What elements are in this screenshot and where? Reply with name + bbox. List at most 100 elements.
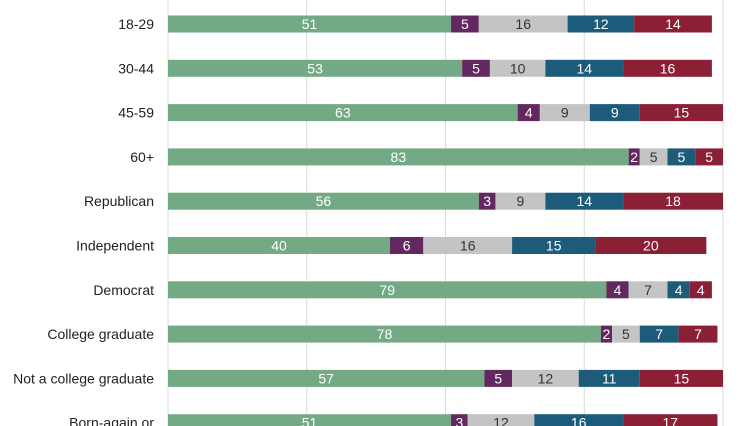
data-label: 2 [630,149,638,165]
data-label: 7 [694,326,702,342]
bar-segment [689,281,712,299]
bar-segment [517,104,540,122]
data-label: 12 [538,370,554,386]
category-label: Born-again or [69,415,154,426]
bar-segment [623,59,712,77]
bar-segment [695,148,723,166]
category-label: College graduate [47,326,154,342]
category-label: Republican [84,193,154,209]
data-label: 56 [316,193,332,209]
bar-segment [168,237,390,254]
data-label: 15 [546,238,562,254]
bar-segment [612,325,640,343]
bar-segment [623,192,723,210]
category-label: 30-44 [118,60,154,76]
data-label: 15 [674,370,690,386]
bar-segment [634,15,712,33]
data-label: 9 [561,105,569,121]
category-label: 45-59 [118,105,154,121]
data-label: 17 [662,415,678,426]
data-label: 40 [271,238,287,254]
bar-segment [595,237,707,254]
category-label: Democrat [93,282,154,298]
bar-segment [390,237,424,254]
bar-segment [168,281,607,299]
data-label: 4 [697,282,705,298]
bar-segment [667,148,696,166]
bar-segment [478,192,496,210]
bar-segment [606,281,629,299]
data-label: 7 [655,326,663,342]
category-label: Not a college graduate [13,370,154,386]
data-label: 14 [576,60,592,76]
bar-segment [578,369,640,387]
bar-segment [168,325,601,343]
bar-segment [462,59,490,77]
bar-segment [512,237,596,254]
data-label: 5 [472,60,480,76]
bar-segment [623,414,718,426]
bar-segment [168,59,463,77]
bar-segment [168,192,479,210]
data-label: 14 [576,193,592,209]
bar-segment [423,237,513,254]
bar-segment [639,148,668,166]
data-label: 79 [379,282,395,298]
data-label: 5 [622,326,630,342]
data-label: 20 [643,238,659,254]
category-labels: 18-29 30-44 45-59 60+ Republican Independent D… [13,16,154,426]
data-label: 5 [650,149,658,165]
category-label: 18-29 [118,16,154,32]
data-label: 3 [483,193,491,209]
bar-segment [589,104,640,122]
data-label: 16 [660,60,676,76]
data-label: 51 [302,16,318,32]
data-label: 3 [455,415,463,426]
bar-segment [639,104,723,122]
data-label: 5 [677,149,685,165]
bar-segment [639,325,679,343]
data-label: 12 [593,16,609,32]
data-label: 6 [403,238,411,254]
data-label: 4 [675,282,683,298]
data-label: 53 [307,60,323,76]
data-label: 10 [510,60,526,76]
data-label: 14 [665,16,681,32]
bar-segment [478,15,568,33]
bar-segment [534,414,624,426]
data-label: 11 [602,370,617,386]
bar-segment [545,192,624,210]
data-label: 83 [391,149,407,165]
bar-segment [451,414,468,426]
data-label: 57 [318,370,334,386]
bar-segment [489,59,546,77]
data-label: 2 [603,326,611,342]
bar-segment [567,15,635,33]
bar-segment [495,192,546,210]
bar-segment [168,104,518,122]
bar-segment [628,281,668,299]
data-label: 7 [644,282,652,298]
data-label: 16 [515,16,531,32]
bar-segment [168,369,485,387]
data-label: 63 [335,105,351,121]
data-label: 51 [302,415,318,426]
bar-segment [451,15,479,33]
bar-segment [168,15,452,33]
data-label: 78 [377,326,393,342]
bar-segment [678,325,718,343]
data-label: 9 [517,193,525,209]
bar-segment [667,281,690,299]
data-label: 9 [611,105,619,121]
bar-segment [639,369,723,387]
bar-segment [539,104,590,122]
data-label: 4 [525,105,533,121]
bar-segment [545,59,624,77]
data-label: 5 [705,149,713,165]
bar-segment [168,148,629,166]
data-label: 18 [665,193,681,209]
data-label: 12 [493,415,509,426]
data-label: 5 [461,16,469,32]
